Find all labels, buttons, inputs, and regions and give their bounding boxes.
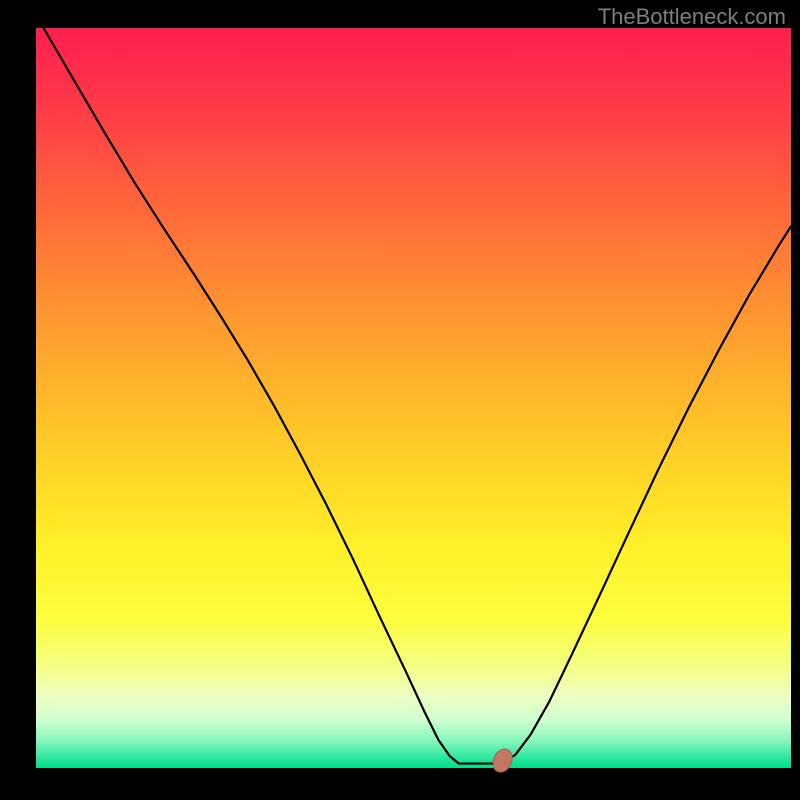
- chart-container: TheBottleneck.com: [0, 0, 800, 800]
- plot-background: [36, 28, 791, 768]
- watermark-text: TheBottleneck.com: [598, 4, 786, 30]
- bottleneck-chart: [0, 0, 800, 800]
